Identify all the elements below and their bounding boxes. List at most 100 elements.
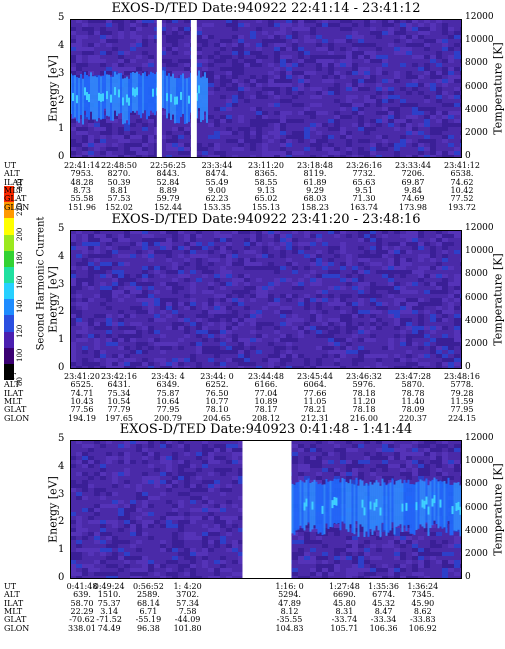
texture-cell	[226, 274, 232, 278]
texture-cell	[394, 19, 400, 23]
texture-cell	[370, 480, 376, 484]
texture-cell	[292, 31, 298, 35]
texture-cell	[328, 572, 334, 576]
texture-cell	[310, 310, 316, 314]
texture-cell	[226, 131, 232, 135]
texture-cell	[76, 576, 82, 579]
y-axis-label-left: Energy [eV]	[46, 265, 60, 333]
ephemeris-cell: 10.64	[156, 396, 180, 406]
texture-cell	[334, 552, 340, 556]
texture-cell	[346, 27, 352, 31]
ephemeris-cell: 77.95	[156, 405, 180, 415]
texture-cell	[220, 286, 226, 290]
texture-cell	[280, 338, 286, 342]
texture-cell	[76, 123, 82, 127]
texture-cell	[328, 155, 334, 158]
texture-cell	[238, 556, 244, 560]
texture-cell	[388, 448, 394, 452]
texture-cell	[250, 75, 256, 79]
texture-cell	[184, 278, 190, 282]
texture-cell	[256, 115, 262, 119]
texture-cell	[340, 548, 346, 552]
colorbar-tick: 180	[16, 251, 24, 265]
texture-cell	[160, 238, 166, 242]
band-core	[174, 96, 176, 105]
texture-cell	[364, 19, 370, 23]
texture-cell	[88, 155, 94, 158]
texture-cell	[82, 47, 88, 51]
texture-cell	[100, 262, 106, 266]
texture-cell	[190, 496, 196, 500]
panel-title: EXOS-D/TED Date:940923 0:41:48 - 1:41:44	[119, 422, 413, 437]
texture-cell	[382, 354, 388, 358]
texture-cell	[118, 540, 124, 544]
texture-cell	[118, 366, 124, 369]
texture-cell	[382, 448, 388, 452]
texture-cell	[424, 354, 430, 358]
texture-cell	[274, 43, 280, 47]
texture-cell	[220, 246, 226, 250]
ephemeris-cell: 9.84	[404, 185, 422, 195]
texture-cell	[454, 318, 460, 322]
texture-cell	[88, 362, 94, 366]
texture-cell	[364, 71, 370, 75]
texture-cell	[328, 250, 334, 254]
texture-cell	[286, 135, 292, 139]
texture-cell	[214, 532, 220, 536]
texture-cell	[418, 91, 424, 95]
texture-cell	[382, 23, 388, 27]
texture-cell	[340, 155, 346, 158]
texture-cell	[376, 286, 382, 290]
texture-cell	[76, 43, 82, 47]
texture-cell	[94, 270, 100, 274]
texture-cell	[352, 560, 358, 564]
texture-cell	[298, 464, 304, 468]
texture-cell	[100, 63, 106, 67]
texture-cell	[448, 103, 454, 107]
texture-cell	[340, 39, 346, 43]
texture-cell	[148, 111, 154, 115]
texture-cell	[442, 326, 448, 330]
ephemeris-cell: -44.09	[174, 615, 201, 625]
texture-cell	[418, 322, 424, 326]
texture-cell	[406, 103, 412, 107]
texture-cell	[232, 524, 238, 528]
texture-cell	[160, 274, 166, 278]
texture-cell	[70, 556, 76, 560]
texture-cell	[328, 302, 334, 306]
texture-cell	[328, 322, 334, 326]
texture-cell	[322, 322, 328, 326]
texture-cell	[166, 548, 172, 552]
texture-cell	[160, 318, 166, 322]
texture-cell	[334, 366, 340, 369]
texture-cell	[364, 354, 370, 358]
texture-cell	[280, 266, 286, 270]
texture-cell	[394, 119, 400, 123]
texture-cell	[388, 250, 394, 254]
texture-cell	[118, 500, 124, 504]
texture-cell	[232, 516, 238, 520]
texture-cell	[70, 139, 76, 143]
texture-cell	[400, 258, 406, 262]
texture-cell	[442, 135, 448, 139]
texture-cell	[334, 528, 340, 532]
texture-cell	[130, 147, 136, 151]
texture-cell	[250, 258, 256, 262]
texture-cell	[70, 488, 76, 492]
texture-cell	[256, 262, 262, 266]
texture-cell	[124, 444, 130, 448]
texture-cell	[298, 536, 304, 540]
texture-cell	[382, 544, 388, 548]
texture-cell	[370, 282, 376, 286]
texture-cell	[424, 27, 430, 31]
texture-cell	[256, 334, 262, 338]
texture-cell	[430, 155, 436, 158]
band-column	[341, 477, 344, 522]
texture-cell	[202, 346, 208, 350]
texture-cell	[196, 230, 202, 234]
texture-cell	[382, 306, 388, 310]
texture-cell	[382, 468, 388, 472]
texture-cell	[202, 516, 208, 520]
texture-cell	[226, 528, 232, 532]
texture-cell	[394, 127, 400, 131]
